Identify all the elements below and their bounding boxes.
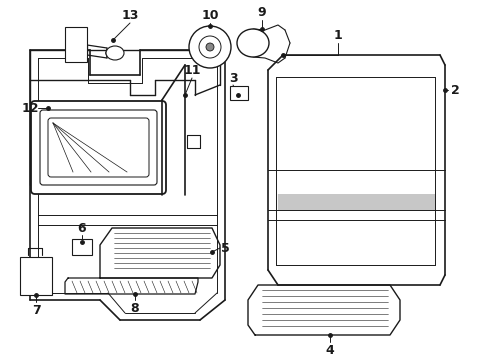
Text: 12: 12 [21, 102, 39, 114]
FancyBboxPatch shape [31, 101, 166, 194]
Bar [72, 239, 92, 255]
Text: 5: 5 [220, 242, 229, 255]
Ellipse shape [106, 46, 124, 60]
Text: 9: 9 [258, 5, 266, 18]
Text: 10: 10 [201, 9, 219, 22]
Bar [65, 27, 87, 62]
Ellipse shape [189, 26, 231, 68]
Text: 6: 6 [78, 221, 86, 234]
Ellipse shape [206, 43, 214, 51]
Text: 11: 11 [183, 63, 201, 77]
FancyBboxPatch shape [48, 118, 149, 177]
Bar [20, 257, 52, 295]
Text: 13: 13 [122, 9, 139, 22]
Text: 8: 8 [131, 302, 139, 315]
Text: 4: 4 [326, 343, 334, 356]
Ellipse shape [237, 29, 269, 57]
Text: 1: 1 [334, 28, 343, 41]
FancyBboxPatch shape [40, 110, 157, 185]
Ellipse shape [199, 36, 221, 58]
Text: 7: 7 [32, 303, 40, 316]
Bar [230, 86, 248, 100]
Text: 2: 2 [451, 84, 460, 96]
Text: 3: 3 [229, 72, 237, 85]
